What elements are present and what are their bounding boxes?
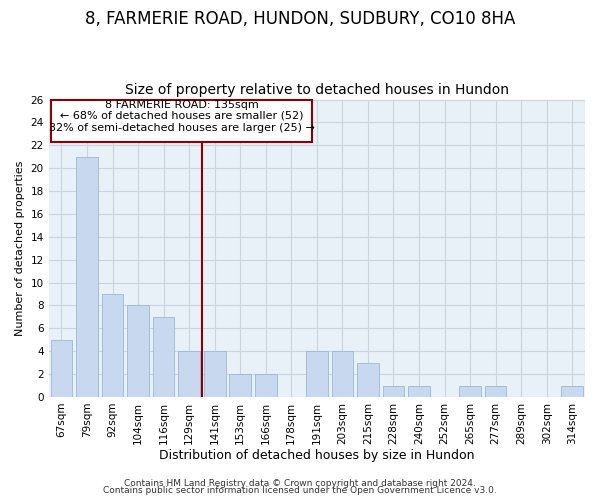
Bar [178, 351, 200, 397]
Bar [76, 156, 98, 397]
Text: 8, FARMERIE ROAD, HUNDON, SUDBURY, CO10 8HA: 8, FARMERIE ROAD, HUNDON, SUDBURY, CO10 … [85, 10, 515, 28]
X-axis label: Distribution of detached houses by size in Hundon: Distribution of detached houses by size … [159, 450, 475, 462]
Text: 8 FARMERIE ROAD: 135sqm: 8 FARMERIE ROAD: 135sqm [104, 100, 259, 110]
Text: 32% of semi-detached houses are larger (25) →: 32% of semi-detached houses are larger (… [49, 122, 314, 132]
Bar [50, 340, 72, 397]
Bar [153, 317, 175, 397]
Bar [204, 351, 226, 397]
Text: ← 68% of detached houses are smaller (52): ← 68% of detached houses are smaller (52… [60, 110, 303, 120]
Bar [459, 386, 481, 397]
Bar [408, 386, 430, 397]
Bar [229, 374, 251, 397]
FancyBboxPatch shape [51, 100, 312, 142]
Bar [332, 351, 353, 397]
Bar [357, 362, 379, 397]
Bar [255, 374, 277, 397]
Text: Contains HM Land Registry data © Crown copyright and database right 2024.: Contains HM Land Registry data © Crown c… [124, 478, 476, 488]
Bar [101, 294, 124, 397]
Bar [127, 306, 149, 397]
Text: Contains public sector information licensed under the Open Government Licence v3: Contains public sector information licen… [103, 486, 497, 495]
Y-axis label: Number of detached properties: Number of detached properties [15, 160, 25, 336]
Title: Size of property relative to detached houses in Hundon: Size of property relative to detached ho… [125, 83, 509, 97]
Bar [306, 351, 328, 397]
Bar [383, 386, 404, 397]
Bar [562, 386, 583, 397]
Bar [485, 386, 506, 397]
